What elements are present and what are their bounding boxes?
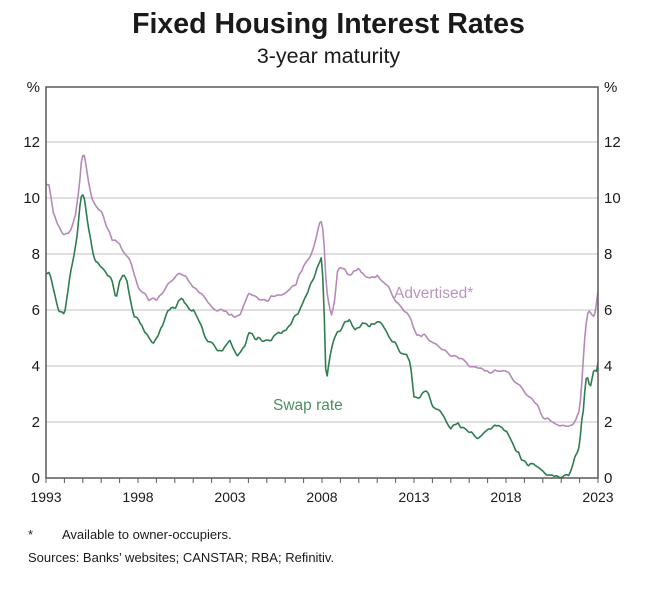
- svg-text:12: 12: [23, 134, 40, 151]
- svg-text:2003: 2003: [214, 489, 245, 505]
- svg-text:Advertised*: Advertised*: [394, 285, 473, 302]
- svg-text:4: 4: [604, 358, 612, 375]
- svg-text:2: 2: [604, 414, 612, 431]
- svg-text:12: 12: [604, 134, 621, 151]
- svg-text:2008: 2008: [306, 489, 337, 505]
- svg-text:Swap rate: Swap rate: [273, 397, 343, 414]
- svg-text:%: %: [604, 79, 617, 96]
- svg-text:1998: 1998: [122, 489, 153, 505]
- svg-text:2: 2: [32, 414, 40, 431]
- svg-text:2023: 2023: [582, 489, 613, 505]
- svg-text:10: 10: [23, 190, 40, 207]
- svg-text:%: %: [27, 79, 40, 96]
- svg-text:0: 0: [604, 470, 612, 487]
- svg-text:8: 8: [32, 246, 40, 263]
- svg-text:0: 0: [32, 470, 40, 487]
- svg-text:2018: 2018: [490, 489, 521, 505]
- svg-text:6: 6: [604, 302, 612, 319]
- svg-text:2013: 2013: [398, 489, 429, 505]
- svg-text:10: 10: [604, 190, 621, 207]
- svg-text:4: 4: [32, 358, 40, 375]
- svg-text:1993: 1993: [30, 489, 61, 505]
- svg-text:8: 8: [604, 246, 612, 263]
- svg-text:6: 6: [32, 302, 40, 319]
